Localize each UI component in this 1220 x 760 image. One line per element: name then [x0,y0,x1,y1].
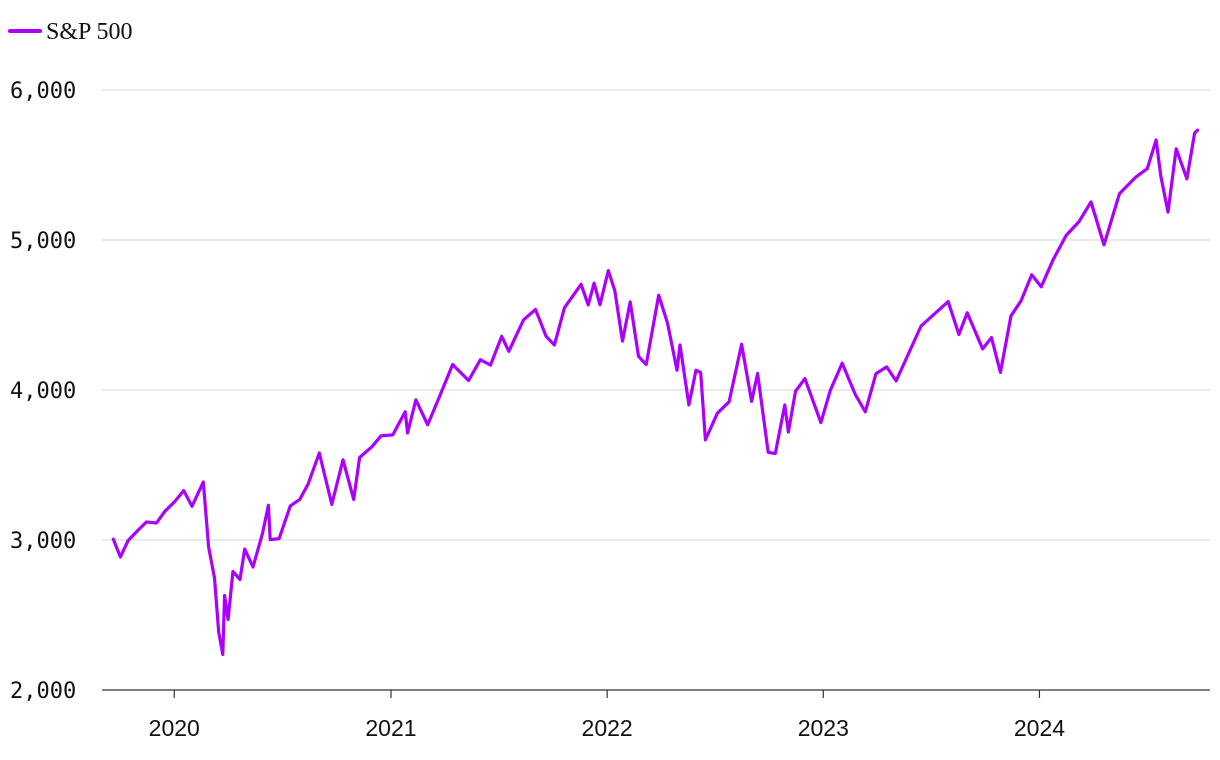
y-tick-label: 4,000 [10,379,76,404]
legend: S&P 500 [8,19,132,45]
y-tick-label: 5,000 [10,229,76,254]
y-axis: 2,000 3,000 4,000 5,000 6,000 [10,79,76,704]
series-line-sp500 [111,128,1200,657]
x-axis: 2020 2021 2022 2023 2024 [102,689,1210,741]
x-tick-label: 2023 [798,715,849,741]
y-tick-label: 3,000 [10,529,76,554]
y-tick-label: 2,000 [10,679,76,704]
legend-label-sp500: S&P 500 [46,19,132,45]
x-tick-label: 2022 [582,715,633,741]
gridlines [102,89,1210,541]
series-group [111,128,1200,657]
x-tick-label: 2021 [365,715,416,741]
x-tick-label: 2020 [149,715,200,741]
x-tick-label: 2024 [1014,715,1065,741]
y-tick-label: 6,000 [10,79,76,104]
